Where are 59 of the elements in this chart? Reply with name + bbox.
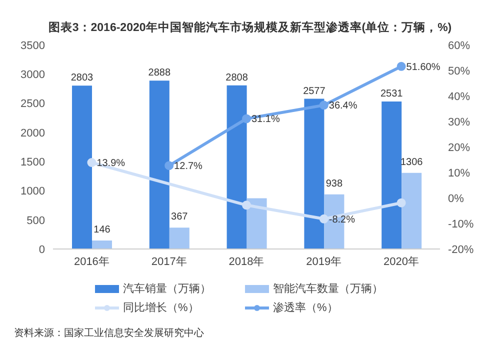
- data-label: 31.1%: [252, 114, 280, 126]
- data-label: 51.60%: [406, 62, 440, 73]
- y2-tick-label: 0%: [448, 192, 464, 205]
- x-tick-label: 2016年: [74, 256, 110, 268]
- data-label: 2577: [303, 86, 326, 97]
- text: 资料来源：国家工业信息安全发展研究中心: [14, 326, 204, 340]
- bar: [304, 98, 324, 249]
- data-label: 938: [326, 178, 343, 190]
- point: [87, 158, 96, 168]
- chart-title: 图表3：2016-2020年中国智能汽车市场规模及新车型渗透率(单位：万辆，%): [47, 20, 453, 35]
- bar: [246, 198, 267, 249]
- x-tick-label: 2020年: [384, 256, 420, 268]
- data-label: 2803: [70, 72, 94, 84]
- y-tick-label: 3000: [20, 69, 45, 82]
- legend-label: 汽车销量（万辆）: [123, 282, 211, 296]
- data-label: 36.4%: [328, 100, 358, 112]
- data-label: -8.2%: [328, 214, 356, 226]
- x-tick-label: 2018年: [228, 256, 264, 268]
- bar: [382, 101, 402, 249]
- legend-label: 同比增长（%）: [123, 301, 199, 315]
- y-tick-label: 2500: [20, 98, 45, 110]
- bar: [402, 172, 422, 249]
- y2-tick-label: 40%: [448, 90, 470, 103]
- bar: [72, 86, 92, 249]
- point: [319, 214, 328, 224]
- point: [396, 62, 406, 71]
- data-label: 12.7%: [174, 161, 203, 172]
- legend-label: 智能汽车数量（万辆）: [273, 282, 383, 296]
- y2-tick-label: -10%: [448, 218, 474, 230]
- y-tick-label: 500: [26, 214, 45, 227]
- y2-tick-label: 10%: [448, 167, 470, 180]
- y2-tick-label: -20%: [448, 244, 474, 256]
- bar: [149, 80, 170, 249]
- y-tick-label: 2000: [20, 127, 45, 140]
- point: [242, 114, 251, 124]
- bar: [169, 228, 190, 249]
- data-label: 367: [171, 212, 188, 223]
- data-label: 13.9%: [96, 158, 126, 170]
- x-tick-label: 2017年: [151, 256, 187, 268]
- bar: [226, 85, 247, 249]
- legend-label: 渗透率（%）: [273, 300, 338, 315]
- data-label: 2888: [148, 68, 171, 79]
- point: [319, 100, 328, 110]
- bar: [92, 240, 112, 249]
- y-tick-label: 3500: [20, 40, 45, 52]
- point: [242, 200, 251, 210]
- y-tick-label: 1000: [20, 186, 45, 198]
- y2-tick-label: 60%: [448, 40, 470, 52]
- y-tick-label: 0: [38, 244, 45, 256]
- y2-tick-label: 20%: [448, 142, 470, 154]
- point: [164, 161, 174, 170]
- point: [396, 198, 406, 208]
- y2-tick-label: 50%: [448, 65, 470, 78]
- y-tick-label: 1500: [20, 156, 45, 168]
- data-label: 2531: [380, 88, 404, 100]
- y2-tick-label: 30%: [448, 116, 470, 128]
- data-label: 2808: [226, 72, 248, 84]
- data-label: 146: [94, 224, 111, 236]
- x-tick-label: 2019年: [306, 256, 342, 268]
